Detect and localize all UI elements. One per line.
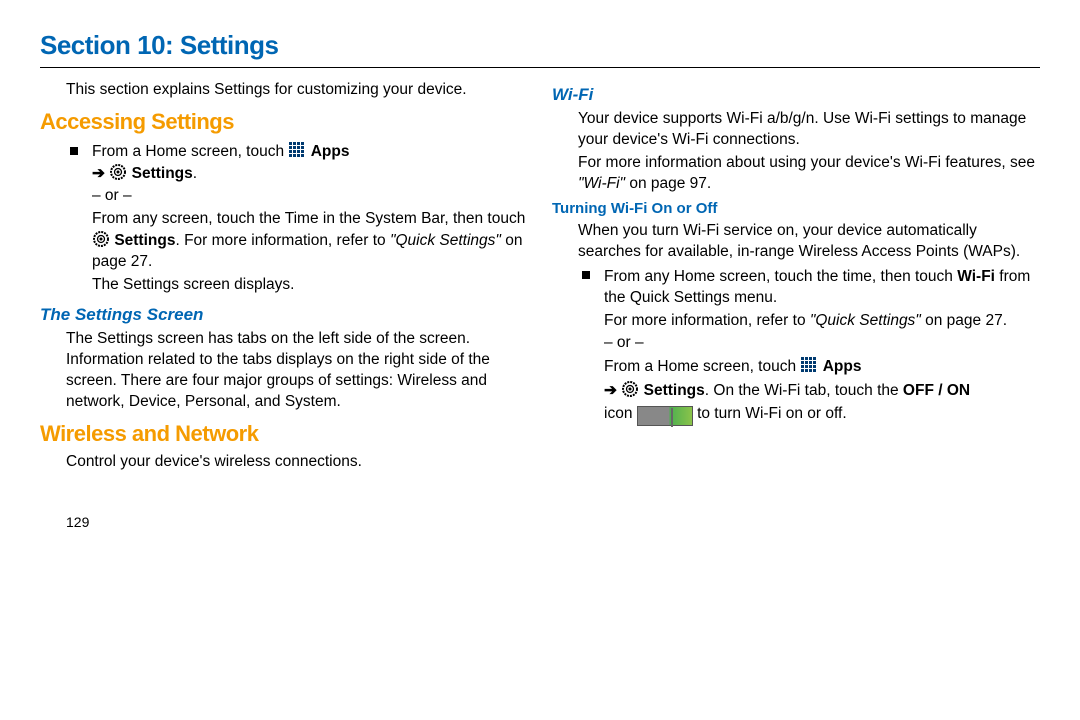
- off-on-label: OFF / ON: [903, 382, 970, 399]
- or-divider: – or –: [92, 186, 528, 207]
- apps-grid-icon: [800, 356, 818, 374]
- settings-label-2: Settings: [114, 232, 175, 249]
- heading-wireless-network: Wireless and Network: [40, 419, 528, 449]
- bullet-square-icon: [70, 147, 78, 155]
- settings-label-3: Settings: [644, 382, 705, 399]
- apps-grid-icon: [288, 141, 306, 159]
- settings-gear-icon: [621, 380, 639, 398]
- settings-screen-paragraph: The Settings screen has tabs on the left…: [66, 329, 528, 413]
- txt: to turn Wi-Fi on or off.: [697, 405, 847, 422]
- txt: icon: [604, 405, 637, 422]
- settings-label: Settings: [132, 165, 193, 182]
- bullet-home-screen: From a Home screen, touch Apps ➔: [66, 141, 528, 298]
- period: .: [193, 165, 197, 182]
- right-column: Wi-Fi Your device supports Wi-Fi a/b/g/n…: [552, 78, 1040, 532]
- txt: From a Home screen, touch: [604, 358, 800, 375]
- heading-settings-screen: The Settings Screen: [40, 304, 528, 327]
- txt: . On the Wi-Fi tab, touch the: [705, 382, 903, 399]
- turning-wifi-paragraph: When you turn Wi-Fi service on, your dev…: [578, 221, 1040, 263]
- wifi-bold: Wi-Fi: [957, 268, 995, 285]
- text-from-any-screen: From any screen, touch the Time in the S…: [92, 209, 528, 273]
- intro-text: This section explains Settings for custo…: [66, 80, 528, 101]
- arrow-icon-2: ➔: [604, 382, 617, 399]
- txt: on page 97.: [625, 175, 711, 192]
- section-title: Section 10: Settings: [40, 30, 1040, 68]
- step-settings-toggle: ➔ Settings. On the Wi-Fi tab, touch the …: [604, 380, 1040, 402]
- bullet-square-icon: [582, 271, 590, 279]
- bullet-wifi-steps: From any Home screen, touch the time, th…: [578, 265, 1040, 429]
- txt: . For more information, refer to: [175, 232, 390, 249]
- heading-turning-wifi: Turning Wi-Fi On or Off: [552, 199, 1040, 219]
- wifi-toggle-icon: [637, 406, 693, 426]
- or-divider-2: – or –: [604, 333, 1040, 354]
- step-from-any-home: From any Home screen, touch the time, th…: [604, 267, 1040, 309]
- txt: From any Home screen, touch the time, th…: [604, 268, 957, 285]
- txt: For more information about using your de…: [578, 154, 1035, 171]
- apps-label: Apps: [311, 143, 350, 160]
- text-from-home: From a Home screen, touch: [92, 143, 288, 160]
- wifi-paragraph-1: Your device supports Wi-Fi a/b/g/n. Use …: [578, 109, 1040, 151]
- arrow-icon: ➔: [92, 165, 105, 182]
- heading-accessing-settings: Accessing Settings: [40, 107, 528, 137]
- wireless-paragraph: Control your device's wireless connectio…: [66, 452, 528, 473]
- apps-label-2: Apps: [823, 358, 862, 375]
- quick-settings-ref: "Quick Settings": [390, 232, 501, 249]
- heading-wifi: Wi-Fi: [552, 84, 1040, 107]
- txt: For more information, refer to: [604, 312, 810, 329]
- wifi-ref: "Wi-Fi": [578, 175, 625, 192]
- page-number: 129: [66, 513, 528, 532]
- text-screen-displays: The Settings screen displays.: [92, 275, 528, 296]
- left-column: This section explains Settings for custo…: [40, 78, 528, 532]
- wifi-paragraph-2: For more information about using your de…: [578, 153, 1040, 195]
- settings-gear-icon: [92, 230, 110, 248]
- step-from-home-screen: From a Home screen, touch Apps: [604, 356, 1040, 378]
- txt: From any screen, touch the Time in the S…: [92, 210, 525, 227]
- for-more-info: For more information, refer to "Quick Se…: [604, 311, 1040, 332]
- settings-gear-icon: [109, 163, 127, 181]
- quick-settings-ref-2: "Quick Settings": [810, 312, 921, 329]
- txt: on page 27.: [921, 312, 1007, 329]
- step-icon-toggle: icon to turn Wi-Fi on or off.: [604, 404, 1040, 426]
